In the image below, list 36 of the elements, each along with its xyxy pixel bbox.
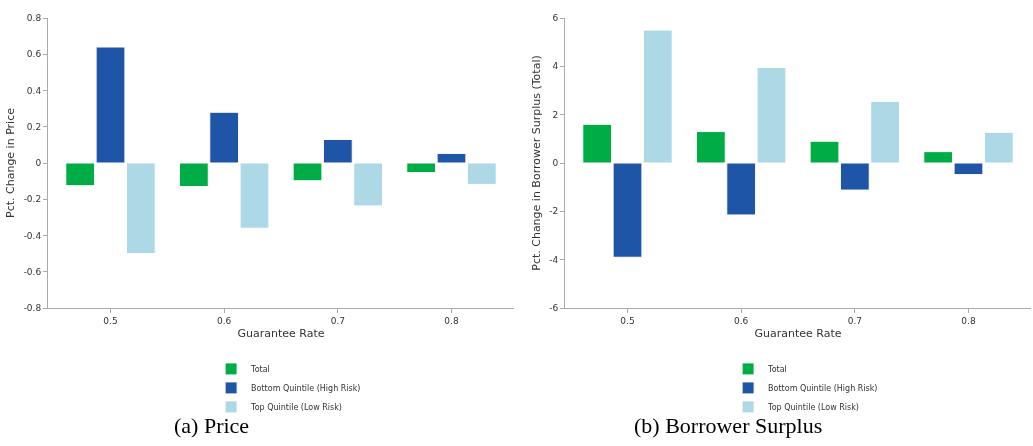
x-tick-label: 0.5 xyxy=(620,315,635,326)
y-tick-label: 0 xyxy=(552,158,559,169)
y-tick-label: 2 xyxy=(552,109,559,120)
y-tick-label: 0.6 xyxy=(26,49,42,60)
y-tick-label: -4 xyxy=(549,254,559,265)
y-axis-title: Pct. Change in Price xyxy=(4,107,18,218)
y-tick-label: 4 xyxy=(552,61,559,72)
y-tick-label: 0.2 xyxy=(26,121,42,132)
text: (b) Borrower Surplus xyxy=(634,413,823,438)
legend-label: Top Quintile (Low Risk) xyxy=(250,403,342,413)
y-tick-label: -6 xyxy=(549,303,559,314)
legend-label: Top Quintile (Low Risk) xyxy=(767,403,859,413)
x-tick-label: 0.6 xyxy=(217,315,232,326)
y-tick-label: -0.6 xyxy=(23,266,42,277)
y-axis-title: Pct. Change in Borrower Surplus (Total) xyxy=(529,55,543,271)
legend-label: Bottom Quintile (High Risk) xyxy=(251,384,361,394)
x-tick-label: 0.6 xyxy=(734,315,749,326)
x-tick-label: 0.5 xyxy=(103,315,118,326)
y-tick-label: -0.4 xyxy=(23,230,42,241)
x-tick-label: 0.7 xyxy=(847,315,862,326)
y-tick-label: 0.8 xyxy=(26,13,42,24)
y-tick-label: 6 xyxy=(552,13,559,24)
y-tick-label: -0.8 xyxy=(23,303,42,314)
legend-label: Total xyxy=(767,365,787,375)
legend-label: Bottom Quintile (High Risk) xyxy=(768,384,878,394)
x-axis-title: Guarantee Rate xyxy=(754,327,842,340)
x-tick-label: 0.8 xyxy=(961,315,976,326)
x-tick-label: 0.8 xyxy=(444,315,459,326)
x-tick-label: 0.7 xyxy=(330,315,345,326)
text: (a) Price xyxy=(174,413,250,438)
y-tick-label: -2 xyxy=(549,206,559,217)
legend-label: Total xyxy=(250,365,270,375)
y-tick-label: -0.2 xyxy=(23,194,42,205)
y-tick-label: 0 xyxy=(35,158,42,169)
y-tick-label: 0.4 xyxy=(26,85,42,96)
x-axis-title: Guarantee Rate xyxy=(237,327,325,340)
